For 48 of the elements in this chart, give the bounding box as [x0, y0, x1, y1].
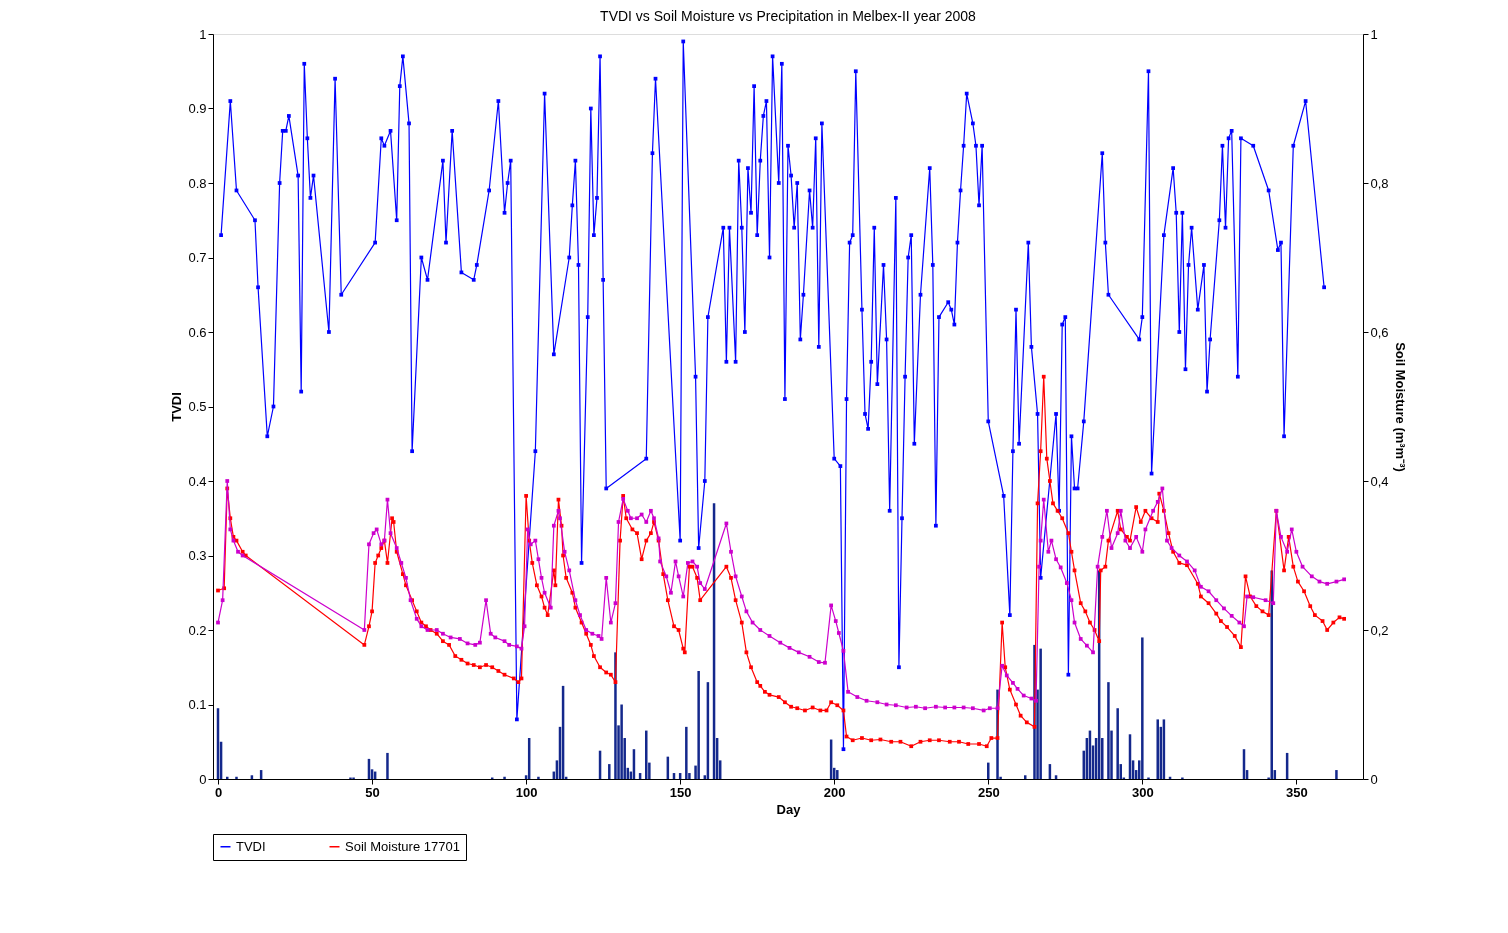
chart-title: TVDI vs Soil Moisture vs Precipitation in Melbex-II year 2008 — [600, 8, 977, 24]
y2-tick-label: 0 — [1370, 771, 1378, 787]
x-tick-label: 150 — [669, 784, 692, 800]
bar — [1107, 682, 1110, 779]
x-tick-label: 350 — [1286, 784, 1308, 800]
bar — [235, 776, 238, 779]
y2-tick-label: 0,4 — [1370, 473, 1389, 489]
x-tick-label: 0 — [214, 784, 223, 800]
y-tick-label: 0.7 — [188, 250, 207, 265]
y2-tick-label: 0,2 — [1370, 622, 1389, 638]
bar — [620, 704, 623, 779]
bar — [1335, 770, 1338, 779]
bar — [836, 770, 839, 779]
y2-tick-label: 0,6 — [1370, 324, 1389, 340]
bar — [386, 752, 389, 779]
x-tick-label: 200 — [823, 784, 846, 800]
y2-tick-label: 0,8 — [1370, 175, 1389, 191]
x-tick-label: 300 — [1131, 784, 1154, 800]
bar — [697, 670, 700, 779]
bar — [645, 730, 648, 779]
y-tick-label: 0.9 — [188, 101, 207, 116]
bar — [1141, 637, 1144, 779]
y-tick-label: 0.6 — [188, 324, 207, 340]
bar — [503, 776, 506, 779]
bar — [685, 726, 688, 779]
bar — [1039, 648, 1042, 779]
y-tick-label: 0.5 — [188, 399, 207, 414]
y2-axis-title: Soil Moisture (m³m⁻³) — [1392, 342, 1408, 472]
y-axis-title: TVDI — [169, 392, 185, 422]
bar — [608, 764, 611, 779]
y-tick-label: 0.3 — [188, 548, 207, 563]
legend-label: TVDI — [236, 838, 266, 854]
y-tick-label: 0 — [199, 771, 207, 787]
x-tick-label: 100 — [515, 784, 538, 800]
x-tick-label: 250 — [977, 784, 1000, 800]
bar — [987, 762, 990, 779]
x-tick-label: 50 — [365, 784, 380, 800]
y-tick-label: 0.1 — [188, 697, 207, 712]
bar — [1116, 708, 1119, 779]
y2-tick-label: 1 — [1370, 26, 1378, 42]
x-axis-title: Day — [776, 801, 802, 817]
y-tick-label: 0.4 — [188, 473, 207, 489]
y-tick-label: 0.2 — [188, 622, 207, 638]
bar — [1156, 719, 1159, 779]
y-tick-label: 1 — [199, 26, 207, 42]
legend-label: Soil Moisture 17701 — [345, 838, 460, 854]
y-tick-label: 0.8 — [188, 175, 207, 191]
bar — [537, 776, 540, 779]
